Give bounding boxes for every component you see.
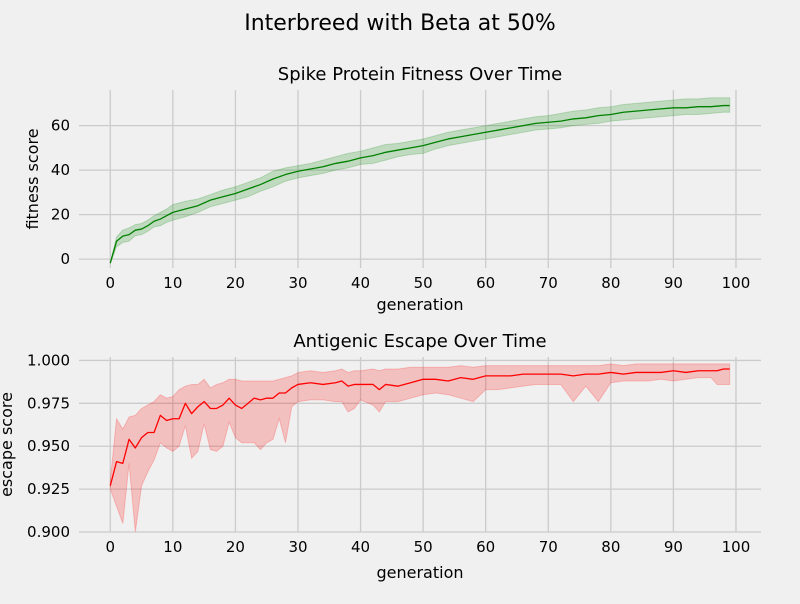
y-tick-label: 0.900 — [27, 523, 70, 541]
mean-line — [109, 368, 730, 486]
x-tick-label: 70 — [539, 274, 558, 292]
y-tick-label: 1.000 — [27, 351, 70, 369]
y-tick-label: 0.950 — [27, 437, 70, 455]
y-axis-label: fitness score — [23, 128, 42, 229]
x-tick-label: 90 — [664, 274, 683, 292]
y-tick-label: 20 — [51, 206, 70, 224]
chart-title: Spike Protein Fitness Over Time — [278, 64, 562, 85]
x-tick-label: 0 — [106, 274, 116, 292]
mean-line — [109, 104, 730, 264]
x-tick-label: 0 — [106, 538, 116, 556]
fitness-chart: 0 10 20 30 40 50 60 70 80 90 100 0 20 40 60 Spike Prote… — [23, 64, 761, 314]
x-tick-label: 80 — [601, 274, 620, 292]
confidence-band — [109, 97, 731, 264]
x-tick-label: 30 — [288, 538, 307, 556]
x-tick-label: 10 — [163, 538, 182, 556]
x-tick-label: 60 — [476, 538, 495, 556]
x-tick-label: 10 — [163, 274, 182, 292]
chart-title: Antigenic Escape Over Time — [293, 331, 546, 352]
x-tick-label: 100 — [722, 538, 751, 556]
x-tick-label: 40 — [351, 274, 370, 292]
x-tick-label: 60 — [476, 274, 495, 292]
escape-chart: 0 10 20 30 40 50 60 70 80 90 100 0.900 0.925 0.950 0.9… — [0, 331, 761, 582]
x-tick-label: 90 — [664, 538, 683, 556]
y-axis-label: escape score — [0, 392, 16, 497]
x-tick-label: 20 — [226, 538, 245, 556]
x-tick-label: 40 — [351, 538, 370, 556]
x-tick-label: 50 — [414, 538, 433, 556]
x-tick-label: 100 — [722, 274, 751, 292]
figure-suptitle: Interbreed with Beta at 50% — [244, 11, 556, 36]
y-tick-label: 0.925 — [27, 480, 70, 498]
x-axis-label: generation — [376, 295, 463, 314]
x-tick-label: 70 — [539, 538, 558, 556]
y-tick-label: 60 — [51, 117, 70, 135]
y-tick-label: 0 — [60, 250, 70, 268]
x-tick-label: 50 — [414, 274, 433, 292]
x-tick-label: 20 — [226, 274, 245, 292]
x-tick-label: 80 — [601, 538, 620, 556]
y-tick-label: 40 — [51, 161, 70, 179]
x-tick-label: 30 — [288, 274, 307, 292]
confidence-band — [109, 363, 731, 533]
x-axis-label: generation — [376, 563, 463, 582]
y-tick-label: 0.975 — [27, 394, 70, 412]
